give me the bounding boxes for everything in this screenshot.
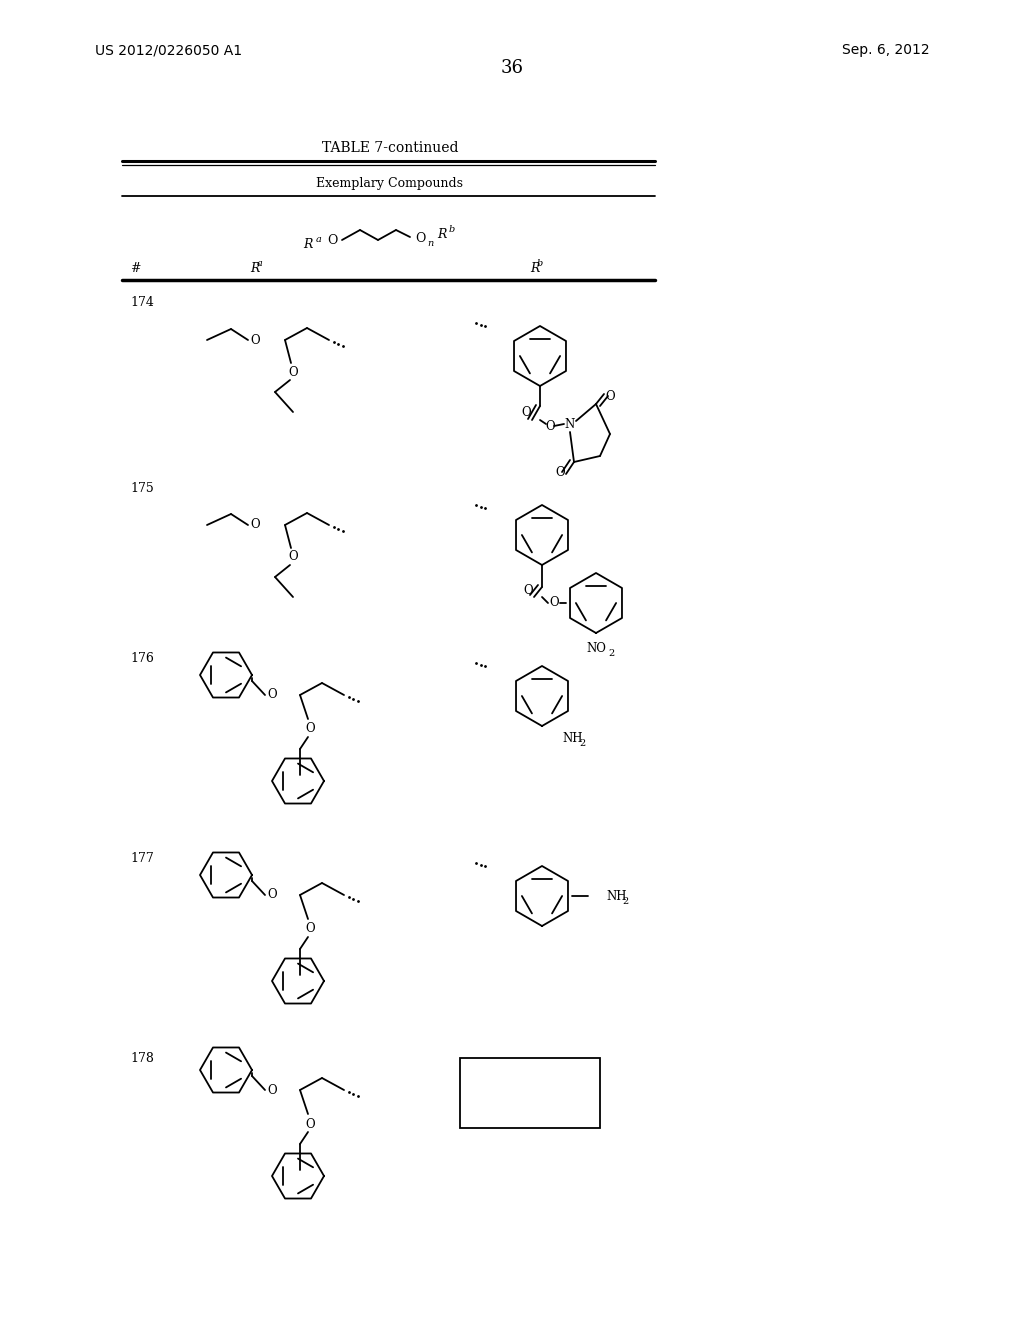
Text: 177: 177: [130, 851, 154, 865]
Text: 36: 36: [501, 59, 523, 77]
Text: O: O: [267, 888, 276, 902]
Text: 2: 2: [608, 648, 614, 657]
Bar: [460, 1059, 600, 1129]
Text: b: b: [449, 224, 456, 234]
Text: NO: NO: [586, 643, 606, 656]
Text: NH: NH: [562, 731, 583, 744]
Text: 174: 174: [130, 296, 154, 309]
Text: a: a: [316, 235, 322, 244]
Text: O: O: [415, 232, 425, 246]
Text: 2: 2: [622, 896, 629, 906]
Text: TABLE 7-continued: TABLE 7-continued: [322, 141, 459, 154]
Text: O: O: [549, 597, 559, 610]
Text: O: O: [250, 519, 260, 532]
Text: R: R: [303, 239, 312, 252]
Text: O: O: [267, 689, 276, 701]
Text: O: O: [523, 585, 532, 598]
Text: O: O: [288, 366, 298, 379]
Text: O: O: [305, 923, 314, 936]
Text: #: #: [130, 261, 140, 275]
Text: Exemplary Compounds: Exemplary Compounds: [316, 177, 464, 190]
Text: O: O: [545, 420, 555, 433]
Text: N: N: [565, 417, 575, 430]
Text: Sep. 6, 2012: Sep. 6, 2012: [843, 44, 930, 57]
Text: a: a: [257, 259, 263, 268]
Text: O: O: [288, 550, 298, 564]
Text: b: b: [537, 259, 544, 268]
Text: US 2012/0226050 A1: US 2012/0226050 A1: [95, 44, 242, 57]
Text: O: O: [305, 722, 314, 735]
Text: O: O: [327, 234, 337, 247]
Text: O: O: [605, 389, 614, 403]
Text: O: O: [555, 466, 565, 479]
Text: 175: 175: [130, 482, 154, 495]
Text: O: O: [250, 334, 260, 346]
Text: 2: 2: [579, 738, 586, 747]
Text: O: O: [521, 405, 530, 418]
Text: R: R: [530, 261, 540, 275]
Text: O: O: [267, 1084, 276, 1097]
Text: R: R: [437, 227, 446, 240]
Text: 176: 176: [130, 652, 154, 664]
Text: 178: 178: [130, 1052, 154, 1064]
Text: O: O: [305, 1118, 314, 1130]
Text: R: R: [250, 261, 259, 275]
Text: n: n: [427, 239, 433, 248]
Text: NH: NH: [606, 890, 627, 903]
